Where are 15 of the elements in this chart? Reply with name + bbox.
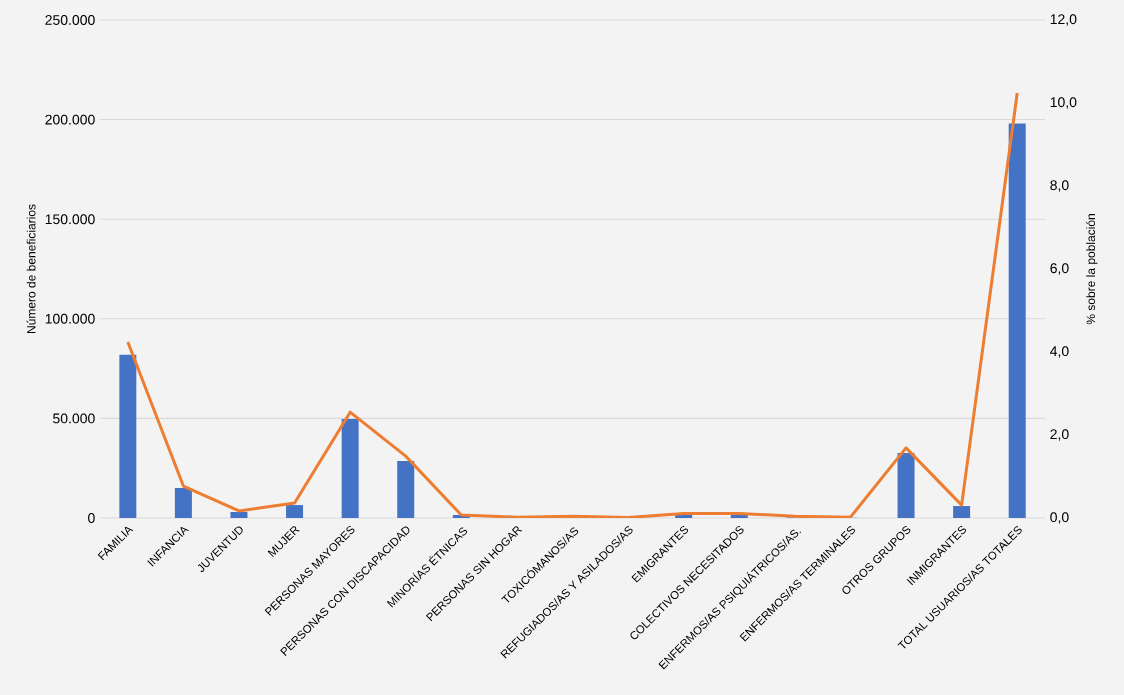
y-tick-label: 100.000 xyxy=(45,313,95,324)
y-axis-title: Número de beneficiarios xyxy=(26,204,36,334)
y2-tick-label: 0,0 xyxy=(1050,512,1069,524)
y-tick-label: 200.000 xyxy=(45,114,95,125)
y2-axis-title: % sobre la población xyxy=(1086,214,1098,325)
y-tick-label: 50.000 xyxy=(53,413,95,424)
y2-tick-label: 2,0 xyxy=(1050,429,1069,441)
y2-tick-label: 4,0 xyxy=(1050,346,1069,358)
y2-tick-label: 6,0 xyxy=(1050,263,1069,275)
y2-tick-label: 12,0 xyxy=(1050,14,1077,26)
y-tick-label: 150.000 xyxy=(45,214,95,225)
y2-tick-label: 8,0 xyxy=(1050,180,1069,192)
y2-tick-label: 10,0 xyxy=(1050,97,1077,109)
y-tick-label: 250.000 xyxy=(45,15,95,25)
y-tick-label: 0 xyxy=(88,513,95,523)
